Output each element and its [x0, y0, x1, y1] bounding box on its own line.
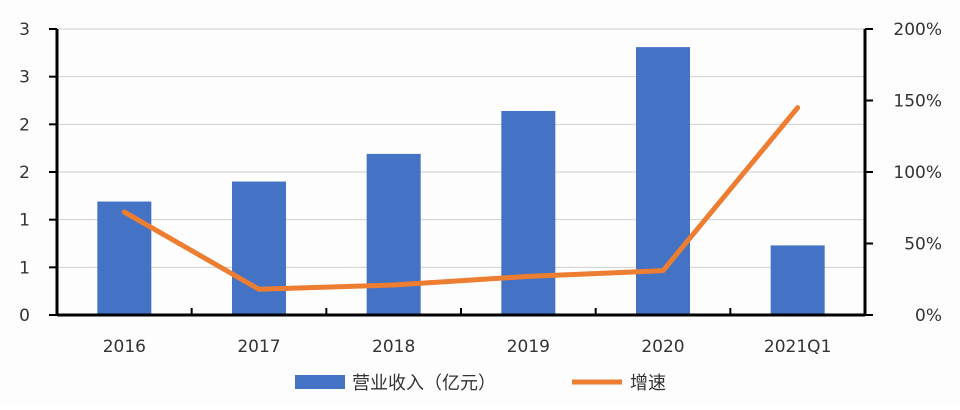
- right-tick-label: 100%: [893, 163, 942, 183]
- x-tick-label: 2019: [507, 337, 550, 357]
- bar-2018: [367, 154, 421, 315]
- left-tick-label: 3: [19, 20, 30, 40]
- left-tick-label: 1: [19, 258, 30, 278]
- right-tick-label: 50%: [904, 235, 942, 255]
- bar-2020: [636, 47, 690, 315]
- left-tick-label: 2: [19, 163, 30, 183]
- x-tick-label: 2017: [237, 337, 280, 357]
- left-tick-label: 0: [19, 306, 30, 326]
- left-tick-label: 2: [19, 115, 30, 135]
- x-tick-label: 2016: [103, 337, 146, 357]
- right-tick-label: 200%: [893, 20, 942, 40]
- left-tick-label: 3: [19, 68, 30, 88]
- bar-2017: [232, 182, 286, 315]
- legend-bar-swatch: [295, 375, 345, 389]
- x-tick-label: 2020: [641, 337, 684, 357]
- left-tick-label: 1: [19, 211, 30, 231]
- bar-2021Q1: [771, 245, 825, 315]
- right-tick-label: 0%: [915, 306, 942, 326]
- bar-2019: [501, 111, 555, 315]
- legend-line-label: 增速: [630, 373, 666, 394]
- x-tick-label: 2018: [372, 337, 415, 357]
- growth-line: [124, 108, 797, 290]
- bar-2016: [97, 202, 151, 315]
- x-tick-label: 2021Q1: [764, 337, 831, 357]
- right-tick-label: 150%: [893, 92, 942, 112]
- legend-bar-label: 营业收入（亿元）: [352, 373, 496, 394]
